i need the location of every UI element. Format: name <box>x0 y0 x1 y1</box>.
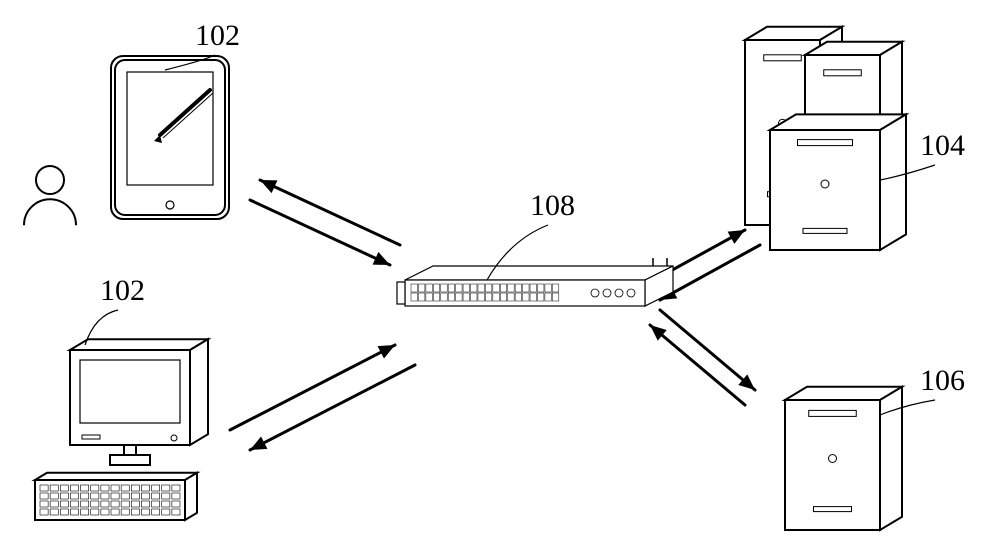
switch-server-arrow-back <box>650 325 745 405</box>
cluster-tower-2 <box>770 114 906 250</box>
label-pc: 102 <box>100 274 145 307</box>
label-cluster: 104 <box>920 129 965 162</box>
label-tablet: 102 <box>195 19 240 52</box>
desktop-pc <box>35 339 208 520</box>
server-tower <box>785 387 902 530</box>
connection-arrows <box>230 180 760 450</box>
switch-server-arrow-fwd <box>660 310 755 390</box>
label-switch: 108 <box>530 189 575 222</box>
user-icon <box>24 166 76 225</box>
pc-keyboard <box>35 473 197 520</box>
label-server: 106 <box>920 364 965 397</box>
tablet-device <box>111 56 229 219</box>
pc-monitor <box>70 339 208 465</box>
server-single <box>785 387 902 530</box>
server-cluster <box>745 27 906 250</box>
switch-cluster-arrow-back <box>660 245 760 300</box>
tablet-switch-arrow-fwd <box>250 200 390 265</box>
tablet-switch-arrow-back <box>260 180 400 245</box>
network-switch <box>397 258 673 306</box>
